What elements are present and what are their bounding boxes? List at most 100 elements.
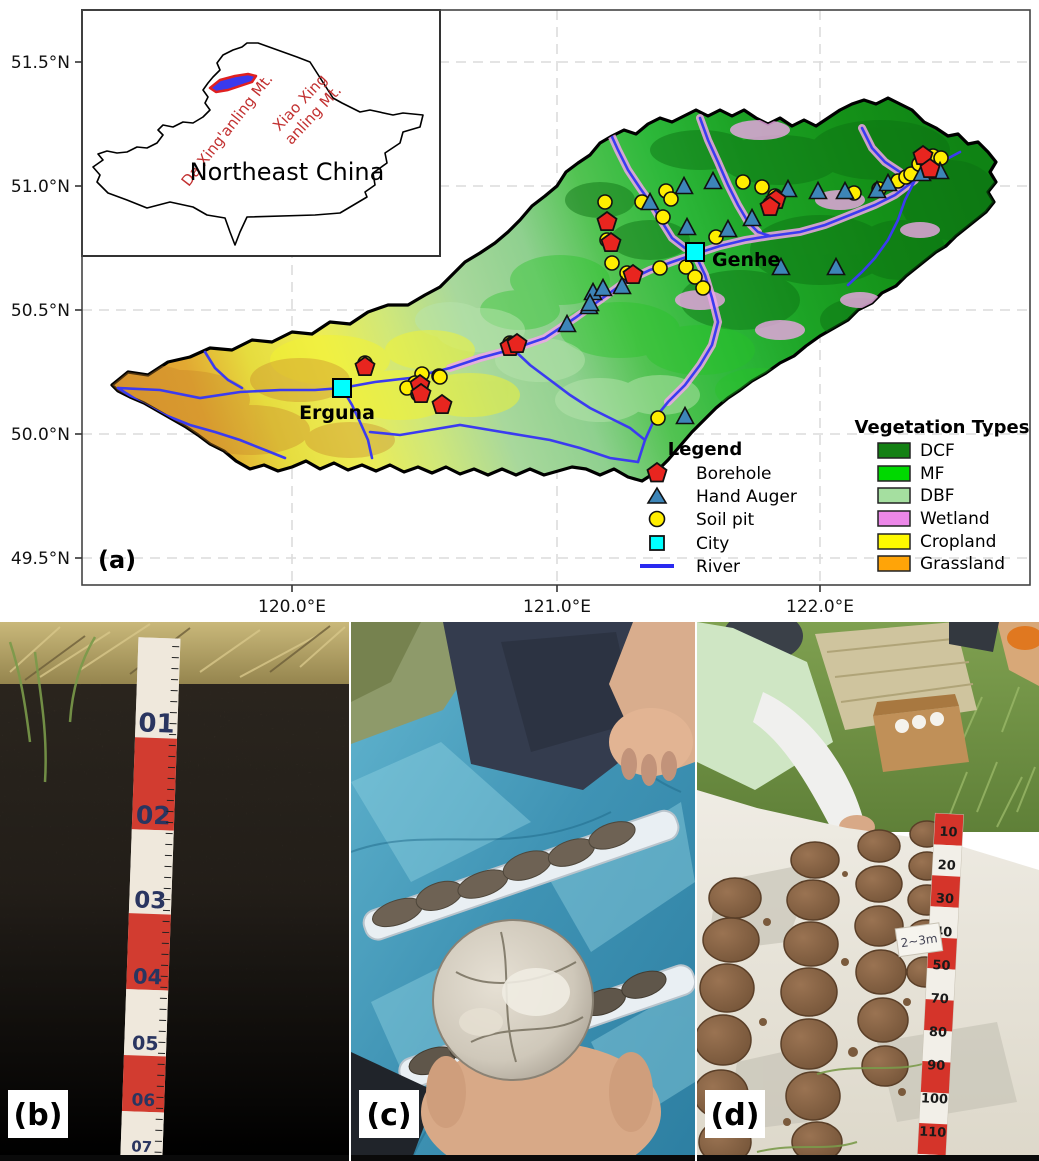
ruler-band xyxy=(920,1061,951,1094)
panel-a-label: (a) xyxy=(98,546,136,574)
ruler-band xyxy=(930,875,961,908)
veg-item-mf: MF xyxy=(920,464,944,484)
dbf-swatch xyxy=(877,487,911,504)
ruler-band xyxy=(917,1122,948,1156)
soil-pit-marker xyxy=(652,260,668,276)
x-tick-122: 122.0°E xyxy=(786,597,854,617)
ruler-number: 10 xyxy=(939,825,958,841)
hand-auger-marker xyxy=(826,256,846,276)
river-basin: Genhe Erguna xyxy=(110,96,998,483)
legend-item-hand-auger: Hand Auger xyxy=(696,487,797,507)
hand-auger-marker xyxy=(677,216,697,236)
hand-auger-marker xyxy=(580,292,600,312)
panel-d-label: (d) xyxy=(711,1098,760,1133)
panel-c-label: (c) xyxy=(366,1098,411,1133)
borehole-marker xyxy=(410,382,432,404)
y-tick-49-5: 49.5°N xyxy=(11,549,70,569)
grassland-swatch xyxy=(877,555,911,572)
tape-number: 03 xyxy=(134,887,167,914)
depth-note-card: 2~3m xyxy=(894,922,944,958)
soil-pit-marker xyxy=(695,280,711,296)
borehole-marker xyxy=(596,210,618,232)
northeast-china-outline xyxy=(92,42,424,246)
borehole-marker xyxy=(622,263,644,285)
legend-item-borehole: Borehole xyxy=(696,464,772,484)
dcf-swatch xyxy=(877,442,911,459)
tape-band xyxy=(121,1055,166,1113)
study-area-polygon xyxy=(208,72,258,94)
inset-region-label: Northeast China xyxy=(190,158,385,186)
tape-number: 01 xyxy=(138,708,175,739)
city-label-genhe: Genhe xyxy=(712,249,780,271)
legend-item-city: City xyxy=(696,534,729,554)
x-tick-121: 121.0°E xyxy=(523,597,591,617)
y-tick-50-0: 50.0°N xyxy=(11,425,70,445)
soil-pit-marker xyxy=(650,410,666,426)
city-erguna: Erguna xyxy=(299,378,375,424)
ruler-number: 80 xyxy=(929,1025,948,1041)
core-tray-1 xyxy=(362,809,680,941)
inset-map: Da Xing'anling Mt. Xiao Xing anling Mt. … xyxy=(81,9,441,257)
veg-item-dbf: DBF xyxy=(920,486,955,506)
photo-soil-profile: 010203040506070809 (b) xyxy=(0,622,349,1161)
hand-auger-marker xyxy=(612,275,632,295)
soil-pit-marker xyxy=(754,179,770,195)
hand-auger-marker xyxy=(557,313,577,333)
borehole-marker xyxy=(759,195,781,217)
hand-auger-marker xyxy=(703,170,723,190)
tape-band xyxy=(135,637,181,739)
ruler-band xyxy=(933,813,964,846)
grass-blades xyxy=(8,636,97,783)
hand-auger-marker xyxy=(593,277,613,297)
hand-auger-marker xyxy=(771,256,791,276)
ruler-band xyxy=(925,968,956,1001)
soil-pit-marker xyxy=(432,369,448,385)
city-label-erguna: Erguna xyxy=(299,402,375,424)
hand-auger-marker xyxy=(674,175,694,195)
person-crouching xyxy=(697,622,875,839)
tape-band xyxy=(123,989,169,1057)
wetland-swatch xyxy=(877,510,911,527)
vegetation-legend: Vegetation Types DCF MF DBF Wetland Crop… xyxy=(855,417,1030,574)
tape-number: 07 xyxy=(131,1137,152,1156)
veg-item-cropland: Cropland xyxy=(920,532,996,552)
photo-frozen-core: (c) xyxy=(351,622,695,1161)
legend-item-soil-pit: Soil pit xyxy=(696,510,755,530)
sampling-markers xyxy=(354,144,950,426)
borehole-marker xyxy=(506,332,528,354)
panel-c-label-box: (c) xyxy=(359,1090,419,1138)
ruler-band xyxy=(919,1092,949,1125)
tape-number: 05 xyxy=(132,1032,159,1055)
hand-auger-marker xyxy=(808,180,828,200)
hand-auger-marker xyxy=(640,191,660,211)
ruler-band xyxy=(924,999,954,1032)
hand-auger-marker xyxy=(878,172,898,192)
ruler-number: 50 xyxy=(932,958,951,974)
borehole-legend-icon xyxy=(646,461,668,483)
ruler-number: 100 xyxy=(921,1091,949,1107)
soil-pit-marker xyxy=(655,209,671,225)
vegetation-legend-title: Vegetation Types xyxy=(855,417,1030,438)
cardboard-box xyxy=(873,694,969,772)
tape-number: 06 xyxy=(131,1090,155,1111)
soil-pit-marker xyxy=(735,174,751,190)
ruler-number: 30 xyxy=(936,891,955,907)
soil-pit-marker xyxy=(687,269,703,285)
tape-band xyxy=(120,1111,164,1159)
measuring-tape: 010203040506070809 xyxy=(119,637,181,1161)
city-genhe: Genhe xyxy=(685,242,780,271)
ruler-number: 90 xyxy=(927,1058,946,1074)
hand-auger-marker xyxy=(835,180,855,200)
tape-number: 04 xyxy=(133,964,163,989)
panel-d-label-box: (d) xyxy=(705,1090,765,1138)
soil-cores xyxy=(697,820,947,1161)
y-tick-50-5: 50.5°N xyxy=(11,301,70,321)
ruler-band xyxy=(932,844,962,877)
hand-auger-marker xyxy=(718,218,738,238)
veg-item-wetland: Wetland xyxy=(920,509,990,529)
mf-swatch xyxy=(877,465,911,482)
ruler-number: 70 xyxy=(930,991,949,1007)
map-axes: 51.5°N 51.0°N 50.5°N 50.0°N 49.5°N 120.0… xyxy=(11,9,1031,617)
tape-number: 02 xyxy=(135,800,171,830)
